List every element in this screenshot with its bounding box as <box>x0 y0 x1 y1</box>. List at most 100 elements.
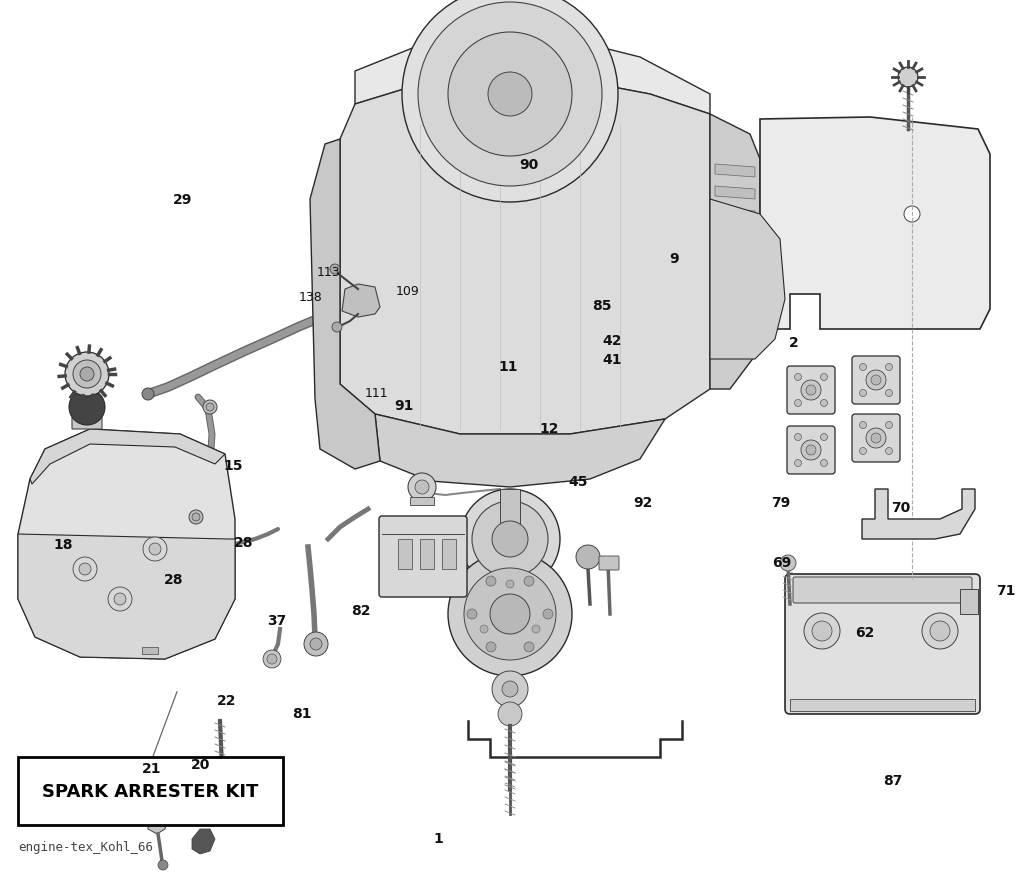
Text: 18: 18 <box>53 537 74 551</box>
Circle shape <box>143 537 167 561</box>
Circle shape <box>780 556 796 572</box>
Polygon shape <box>715 275 755 288</box>
Text: 71: 71 <box>996 583 1015 597</box>
Text: 79: 79 <box>771 495 790 509</box>
Circle shape <box>108 587 132 611</box>
Circle shape <box>492 522 528 558</box>
Text: 69: 69 <box>772 555 791 569</box>
Text: 91: 91 <box>394 399 413 413</box>
Circle shape <box>80 368 94 382</box>
Text: 28: 28 <box>164 572 184 587</box>
Circle shape <box>486 577 496 587</box>
Circle shape <box>871 434 881 443</box>
Circle shape <box>488 73 532 117</box>
Circle shape <box>69 390 105 426</box>
Circle shape <box>158 860 168 870</box>
Circle shape <box>795 400 802 407</box>
Circle shape <box>418 3 602 187</box>
Polygon shape <box>715 297 755 310</box>
Text: 138: 138 <box>298 291 323 303</box>
Circle shape <box>449 552 572 676</box>
Polygon shape <box>862 489 975 539</box>
Polygon shape <box>410 498 434 506</box>
Circle shape <box>449 33 572 157</box>
Circle shape <box>332 322 342 333</box>
Text: 37: 37 <box>267 613 286 627</box>
Circle shape <box>490 594 530 634</box>
Text: 92: 92 <box>634 495 652 509</box>
Text: 87: 87 <box>884 773 902 787</box>
Circle shape <box>795 374 802 381</box>
Circle shape <box>930 622 950 641</box>
FancyBboxPatch shape <box>793 578 972 603</box>
Polygon shape <box>193 829 215 854</box>
Text: engine-tex_Kohl_66: engine-tex_Kohl_66 <box>18 840 153 853</box>
Circle shape <box>524 642 534 652</box>
Circle shape <box>812 622 831 641</box>
Polygon shape <box>715 253 755 266</box>
Polygon shape <box>342 284 380 318</box>
Circle shape <box>142 389 154 400</box>
Text: 15: 15 <box>223 458 244 472</box>
Text: SPARK ARRESTER KIT: SPARK ARRESTER KIT <box>42 782 258 800</box>
Text: 81: 81 <box>292 706 312 720</box>
Circle shape <box>498 702 522 726</box>
FancyBboxPatch shape <box>379 516 467 597</box>
Circle shape <box>480 625 488 633</box>
Circle shape <box>806 385 816 396</box>
Text: 90: 90 <box>519 158 538 172</box>
Text: 42: 42 <box>602 334 623 348</box>
Circle shape <box>189 510 203 524</box>
Polygon shape <box>961 589 978 615</box>
Circle shape <box>532 625 540 633</box>
Circle shape <box>65 353 109 397</box>
Circle shape <box>304 632 328 656</box>
Bar <box>18 757 283 825</box>
Circle shape <box>150 543 161 556</box>
Text: 22: 22 <box>216 694 237 708</box>
Circle shape <box>886 448 893 455</box>
Bar <box>442 539 456 569</box>
Polygon shape <box>355 38 710 115</box>
Circle shape <box>114 594 126 605</box>
Circle shape <box>820 434 827 441</box>
Polygon shape <box>18 429 234 659</box>
Circle shape <box>866 428 886 449</box>
FancyBboxPatch shape <box>599 557 618 571</box>
Circle shape <box>886 364 893 371</box>
FancyBboxPatch shape <box>787 427 835 474</box>
Circle shape <box>73 361 101 389</box>
Text: 45: 45 <box>568 474 589 488</box>
Circle shape <box>820 460 827 467</box>
Polygon shape <box>715 319 755 332</box>
Text: 2: 2 <box>788 335 799 349</box>
Polygon shape <box>715 187 755 200</box>
Text: 20: 20 <box>191 757 210 771</box>
FancyBboxPatch shape <box>852 414 900 463</box>
Polygon shape <box>30 429 225 485</box>
Circle shape <box>492 672 528 707</box>
Circle shape <box>267 654 278 665</box>
Circle shape <box>486 642 496 652</box>
Polygon shape <box>142 647 158 654</box>
Circle shape <box>464 568 556 660</box>
Circle shape <box>502 681 518 697</box>
Text: 109: 109 <box>395 285 420 298</box>
Circle shape <box>898 68 918 88</box>
Text: 12: 12 <box>539 421 559 435</box>
Polygon shape <box>375 414 665 487</box>
Circle shape <box>310 638 322 651</box>
Circle shape <box>801 380 821 400</box>
Text: 82: 82 <box>350 603 371 617</box>
Circle shape <box>506 580 514 588</box>
Circle shape <box>859 364 866 371</box>
Circle shape <box>820 374 827 381</box>
Text: 62: 62 <box>856 625 874 639</box>
Text: 9: 9 <box>669 252 679 266</box>
Circle shape <box>73 558 97 581</box>
Polygon shape <box>715 231 755 244</box>
Circle shape <box>79 564 91 575</box>
Circle shape <box>408 473 436 501</box>
Polygon shape <box>760 118 990 329</box>
Circle shape <box>575 545 600 569</box>
